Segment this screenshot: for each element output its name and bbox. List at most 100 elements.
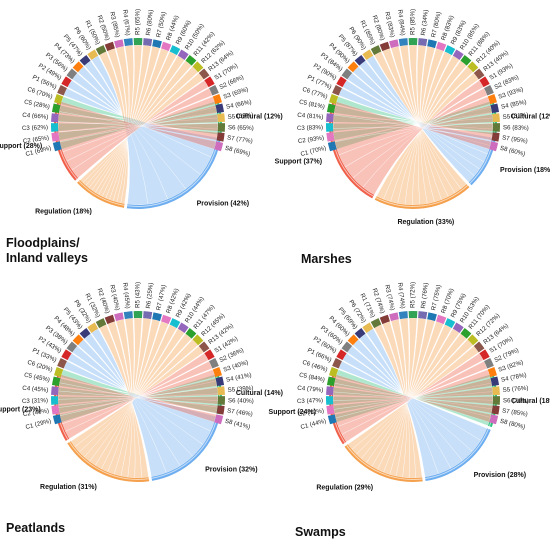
segment-arc: [52, 141, 62, 152]
segment-arc: [452, 49, 464, 60]
group-label: Support (23%): [0, 407, 41, 414]
segment-arc: [336, 349, 347, 361]
chord-ribbon: [84, 60, 169, 205]
segment-arc: [215, 103, 225, 114]
segment-arc: [389, 312, 399, 322]
segment-arc: [460, 327, 472, 339]
segment-arc: [336, 76, 347, 88]
segment-label: S7 (46%): [227, 407, 254, 418]
segment-label: S7 (77%): [227, 134, 254, 145]
chord-ribbon: [59, 101, 217, 150]
group-label: Regulation (31%): [40, 484, 97, 491]
chord-ribbon: [383, 66, 474, 202]
chord-ribbons: [57, 317, 219, 479]
segment-arc: [51, 386, 59, 396]
segment-arc: [408, 37, 418, 46]
segment-arc: [133, 37, 143, 46]
segment-arc: [473, 68, 485, 80]
chord-ribbon: [57, 386, 219, 401]
segment-label: S5 (81%): [502, 112, 528, 121]
segment-label: C5 (45%): [23, 372, 50, 384]
segment-arc: [212, 94, 222, 105]
segment-label: C3 (31%): [22, 397, 48, 405]
segment-arc: [217, 386, 225, 396]
chord-diagram-marshes: Cultural (12%) Provision (18%) Regulation …: [275, 9, 550, 226]
segment-arc: [326, 132, 335, 142]
segment-arc: [326, 123, 334, 132]
segment-arc: [491, 132, 500, 142]
segment-arc: [66, 68, 78, 80]
segment-arc: [212, 367, 222, 378]
segment-arc: [66, 341, 78, 353]
segment-arc: [398, 311, 408, 320]
segment-arc: [161, 41, 172, 52]
group-label: Support (24%): [269, 409, 316, 416]
segment-arc: [217, 396, 226, 405]
panel-title: Peatlands: [6, 521, 66, 535]
segment-arc: [52, 414, 62, 425]
chord-ribbons: [57, 44, 219, 206]
group-arc-regulation: [77, 180, 125, 208]
segment-arc: [436, 41, 447, 52]
segment-label: C1 (70%): [300, 145, 327, 158]
segment-arc: [492, 123, 500, 132]
group-label: Regulation (18%): [35, 208, 92, 215]
segment-label: R5 (85%): [410, 9, 417, 35]
group-label: Cultural (18%): [511, 398, 550, 405]
segment-label: S6 (65%): [228, 124, 254, 132]
segment-label: R5 (65%): [135, 9, 142, 35]
chord-ribbon: [418, 46, 436, 205]
chord-ribbon: [67, 80, 212, 176]
segment-arc: [198, 68, 210, 80]
segment-arc: [354, 327, 366, 339]
segment-arc: [492, 113, 500, 123]
segment-label: S6 (83%): [503, 124, 529, 132]
group-label: Provision (28%): [474, 472, 527, 479]
segment-arc: [492, 386, 500, 396]
chord-ribbon: [382, 321, 416, 479]
segment-label: S8 (41%): [224, 418, 251, 431]
chord-ribbon: [334, 101, 492, 150]
segment-label: C4 (81%): [297, 112, 324, 121]
segment-label: C4 (45%): [22, 385, 49, 394]
segment-arc: [87, 322, 99, 333]
segment-arc: [87, 49, 99, 60]
segment-arc: [332, 357, 342, 369]
segment-label: R4 (74%): [396, 282, 406, 309]
segment-arc: [51, 396, 59, 405]
segment-arc: [72, 61, 84, 73]
segment-arc: [95, 45, 107, 56]
segment-label: C2 (40%): [23, 407, 50, 418]
segment-label: C4 (66%): [22, 112, 49, 121]
chord-diagram-swamps: Cultural (18%) Provision (28%) Regulation …: [269, 282, 550, 492]
chord-ribbon: [107, 321, 142, 479]
segment-arcs: [51, 311, 226, 425]
segment-arc: [152, 312, 162, 322]
segment-arc: [489, 414, 499, 425]
segment-arc: [479, 349, 490, 361]
segment-arc: [332, 84, 342, 96]
segment-label: R5 (72%): [410, 282, 417, 308]
chord-ribbon: [63, 360, 217, 432]
segment-arc: [329, 94, 339, 105]
chord-ribbon: [113, 317, 143, 477]
segment-arc: [490, 376, 500, 387]
segment-arc: [436, 314, 447, 325]
segment-label: S5 (39%): [227, 385, 253, 394]
group-label: Provision (42%): [197, 201, 250, 208]
segment-label: S7 (95%): [502, 134, 529, 145]
segment-arc: [467, 61, 479, 73]
chord-ribbon: [408, 44, 442, 203]
chord-ribbons: [332, 317, 494, 479]
segment-arc: [79, 327, 91, 339]
chord-ribbon: [57, 113, 219, 124]
segment-arc: [347, 334, 359, 346]
panel-peatlands: Cultural (14%) Provision (32%) Regulation …: [0, 273, 283, 546]
segment-label: R6 (80%): [145, 9, 155, 36]
segment-arc: [51, 123, 59, 132]
segment-label: S4 (66%): [226, 99, 253, 111]
segment-arc: [327, 141, 337, 152]
segment-arc: [408, 311, 418, 319]
chord-ribbon: [332, 391, 494, 405]
